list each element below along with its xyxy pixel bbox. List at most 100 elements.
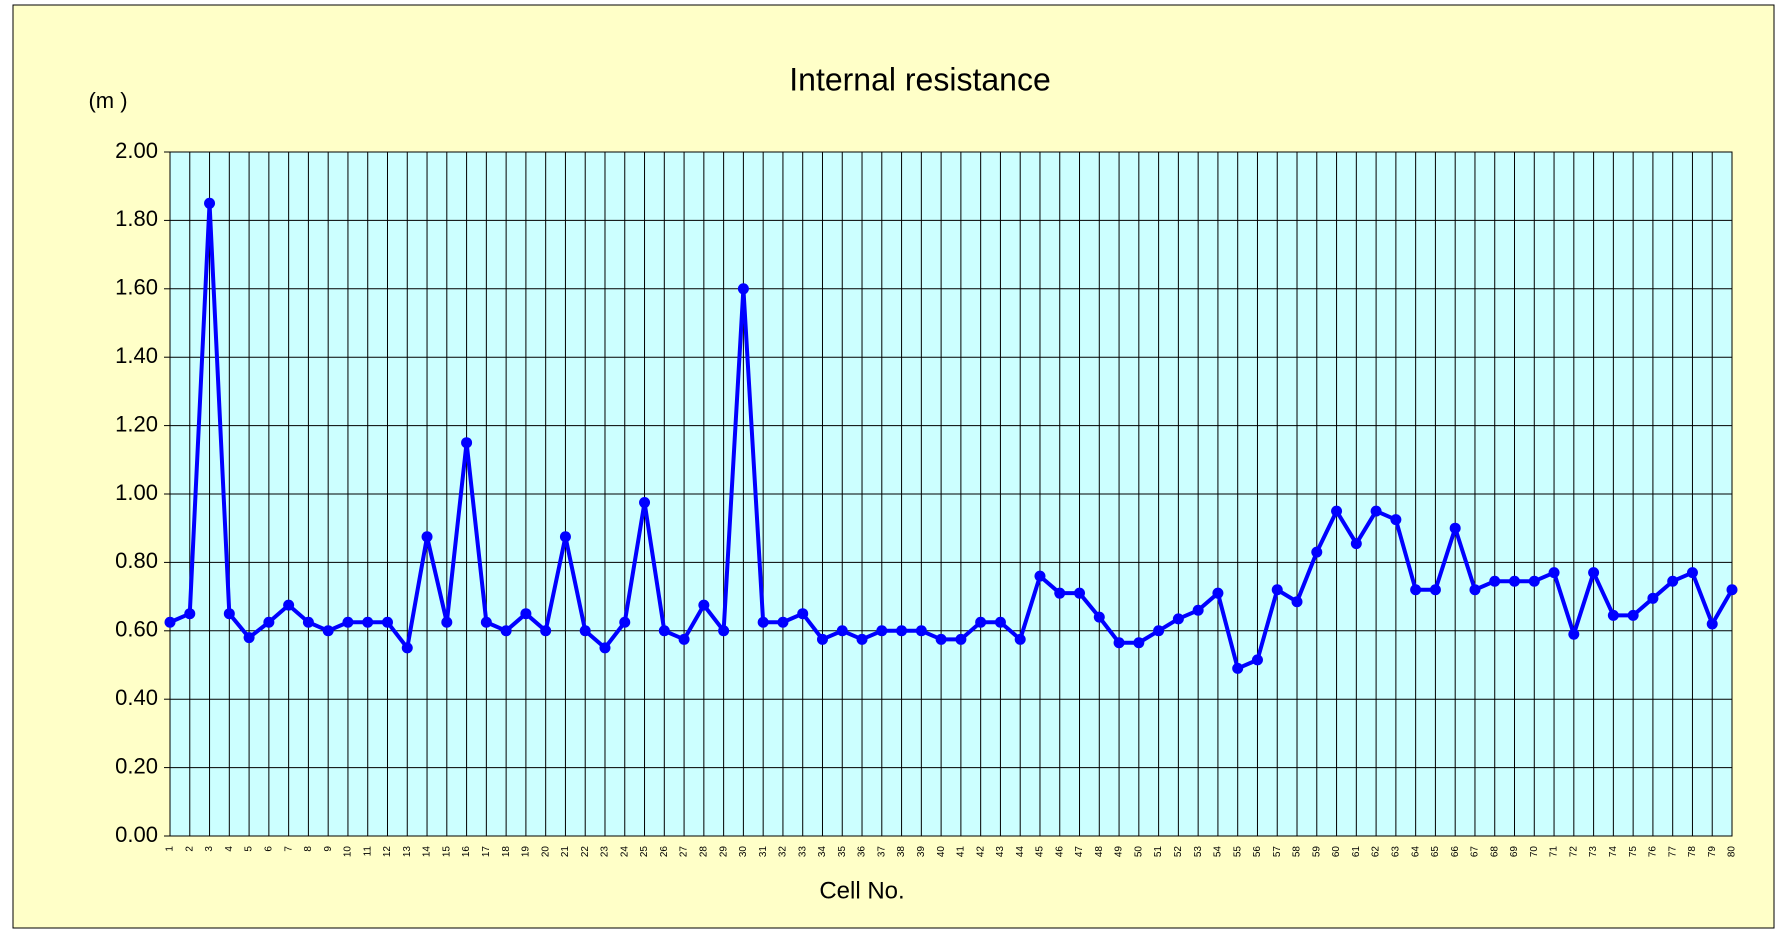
x-tick-label: 6 bbox=[264, 846, 275, 852]
data-point bbox=[599, 642, 611, 654]
x-tick-label: 39 bbox=[916, 846, 927, 858]
data-point bbox=[223, 608, 235, 620]
x-tick-label: 36 bbox=[857, 846, 868, 858]
data-point bbox=[1350, 538, 1362, 550]
data-point bbox=[955, 633, 967, 645]
data-point bbox=[421, 531, 433, 543]
data-point bbox=[1469, 584, 1481, 596]
x-tick-label: 45 bbox=[1035, 846, 1046, 858]
x-tick-label: 2 bbox=[184, 846, 195, 852]
data-point bbox=[1271, 584, 1283, 596]
x-tick-label: 14 bbox=[422, 846, 433, 858]
y-tick-label: 0.00 bbox=[115, 822, 158, 847]
x-tick-label: 16 bbox=[461, 846, 472, 858]
data-point bbox=[737, 283, 749, 295]
data-point bbox=[639, 497, 651, 509]
y-tick-label: 0.40 bbox=[115, 685, 158, 710]
x-tick-label: 67 bbox=[1470, 846, 1481, 858]
x-tick-label: 5 bbox=[244, 846, 255, 852]
data-point bbox=[1054, 587, 1066, 599]
x-tick-label: 42 bbox=[975, 846, 986, 858]
x-tick-label: 25 bbox=[639, 846, 650, 858]
data-point bbox=[401, 642, 413, 654]
data-point bbox=[777, 616, 789, 628]
x-tick-label: 37 bbox=[876, 846, 887, 858]
data-point bbox=[1588, 567, 1600, 579]
x-tick-label: 54 bbox=[1213, 846, 1224, 858]
x-tick-label: 57 bbox=[1272, 846, 1283, 858]
x-tick-label: 20 bbox=[540, 846, 551, 858]
x-tick-label: 50 bbox=[1133, 846, 1144, 858]
data-point bbox=[1528, 575, 1540, 587]
data-point bbox=[540, 625, 552, 637]
data-point bbox=[1212, 587, 1224, 599]
data-line bbox=[169, 201, 1734, 671]
x-tick-label: 38 bbox=[896, 846, 907, 858]
x-tick-label: 24 bbox=[619, 846, 630, 858]
data-point bbox=[1667, 575, 1679, 587]
data-point bbox=[1232, 662, 1244, 674]
data-point bbox=[1311, 546, 1323, 558]
x-tick-label: 32 bbox=[778, 846, 789, 858]
data-point bbox=[935, 633, 947, 645]
x-tick-label: 17 bbox=[481, 846, 492, 858]
data-point bbox=[263, 616, 275, 628]
x-tick-label: 4 bbox=[224, 846, 235, 852]
y-axis-label: (m ) bbox=[88, 88, 127, 113]
x-tick-label: 46 bbox=[1054, 846, 1065, 858]
data-point bbox=[698, 599, 710, 611]
data-point bbox=[619, 616, 631, 628]
x-tick-label: 60 bbox=[1331, 846, 1342, 858]
x-tick-label: 64 bbox=[1410, 846, 1421, 858]
x-tick-label: 8 bbox=[303, 846, 314, 852]
data-point bbox=[1410, 584, 1422, 596]
data-point bbox=[1172, 613, 1184, 625]
x-tick-label: 66 bbox=[1450, 846, 1461, 858]
x-tick-label: 56 bbox=[1252, 846, 1263, 858]
x-tick-label: 59 bbox=[1311, 846, 1322, 858]
data-point bbox=[1706, 618, 1718, 630]
x-tick-label: 79 bbox=[1707, 846, 1718, 858]
data-point bbox=[500, 625, 512, 637]
data-point bbox=[461, 437, 473, 449]
x-tick-label: 69 bbox=[1509, 846, 1520, 858]
y-tick-label: 1.40 bbox=[115, 343, 158, 368]
data-point bbox=[1153, 625, 1165, 637]
data-point bbox=[362, 616, 374, 628]
data-point bbox=[579, 625, 591, 637]
x-tick-label: 23 bbox=[600, 846, 611, 858]
y-tick-label: 1.80 bbox=[115, 206, 158, 231]
x-tick-label: 44 bbox=[1015, 846, 1026, 858]
x-tick-label: 53 bbox=[1193, 846, 1204, 858]
x-tick-label: 22 bbox=[580, 846, 591, 858]
x-tick-label: 73 bbox=[1588, 846, 1599, 858]
data-point bbox=[1627, 609, 1639, 621]
data-point bbox=[1548, 567, 1560, 579]
data-point bbox=[342, 616, 354, 628]
x-tick-label: 71 bbox=[1549, 846, 1560, 858]
x-tick-label: 27 bbox=[679, 846, 690, 858]
data-point bbox=[896, 625, 908, 637]
data-point bbox=[1113, 637, 1125, 649]
x-tick-label: 11 bbox=[362, 846, 373, 857]
x-tick-label: 12 bbox=[382, 846, 393, 858]
data-point bbox=[381, 616, 393, 628]
data-point bbox=[797, 608, 809, 620]
data-point bbox=[1607, 609, 1619, 621]
data-point bbox=[915, 625, 927, 637]
data-point bbox=[441, 616, 453, 628]
x-tick-label: 61 bbox=[1351, 846, 1362, 858]
x-tick-label: 51 bbox=[1153, 846, 1164, 858]
x-tick-label: 47 bbox=[1074, 846, 1085, 858]
x-tick-label: 18 bbox=[501, 846, 512, 858]
data-point bbox=[658, 625, 670, 637]
y-tick-label: 0.80 bbox=[115, 548, 158, 573]
x-tick-label: 41 bbox=[956, 846, 967, 858]
y-tick-label: 0.60 bbox=[115, 617, 158, 642]
data-point bbox=[204, 197, 216, 209]
data-point bbox=[243, 632, 255, 644]
x-tick-label: 30 bbox=[738, 846, 749, 858]
data-point bbox=[1726, 584, 1738, 596]
x-tick-label: 80 bbox=[1727, 846, 1738, 858]
